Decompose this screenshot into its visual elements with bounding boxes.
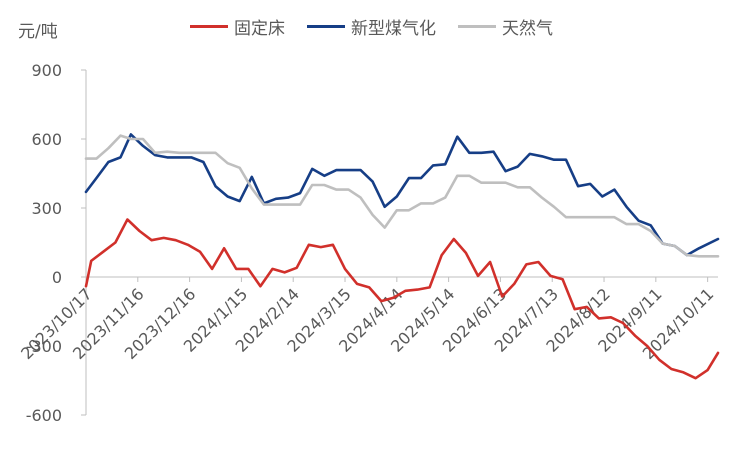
series-line-1 [84,133,720,257]
y-tick-label: 0 [52,268,62,287]
y-unit-label: 元/吨 [18,22,58,42]
y-tick-label: -600 [26,406,62,425]
legend-swatch-fixed-bed [190,25,228,28]
legend-item-natural-gas: 天然气 [458,14,553,39]
axes-group: -600-30003006009002023/10/172023/11/1620… [17,61,718,425]
y-tick-label: 300 [31,199,62,218]
legend-swatch-natural-gas [458,25,496,28]
series-layer [84,133,720,380]
legend-label-new-coal-gasification: 新型煤气化 [351,19,436,39]
legend-label-natural-gas: 天然气 [502,19,553,39]
series-line-2 [84,134,720,258]
series-line-0 [84,218,720,380]
legend-item-new-coal-gasification: 新型煤气化 [307,14,436,39]
y-tick-label: -300 [26,337,62,356]
legend-item-fixed-bed: 固定床 [190,14,285,39]
legend-swatch-new-coal-gasification [307,25,345,28]
legend-label-fixed-bed: 固定床 [234,19,285,39]
y-tick-label: 900 [31,61,62,80]
y-tick-label: 600 [31,130,62,149]
legend: 固定床 新型煤气化 天然气 [190,14,553,39]
